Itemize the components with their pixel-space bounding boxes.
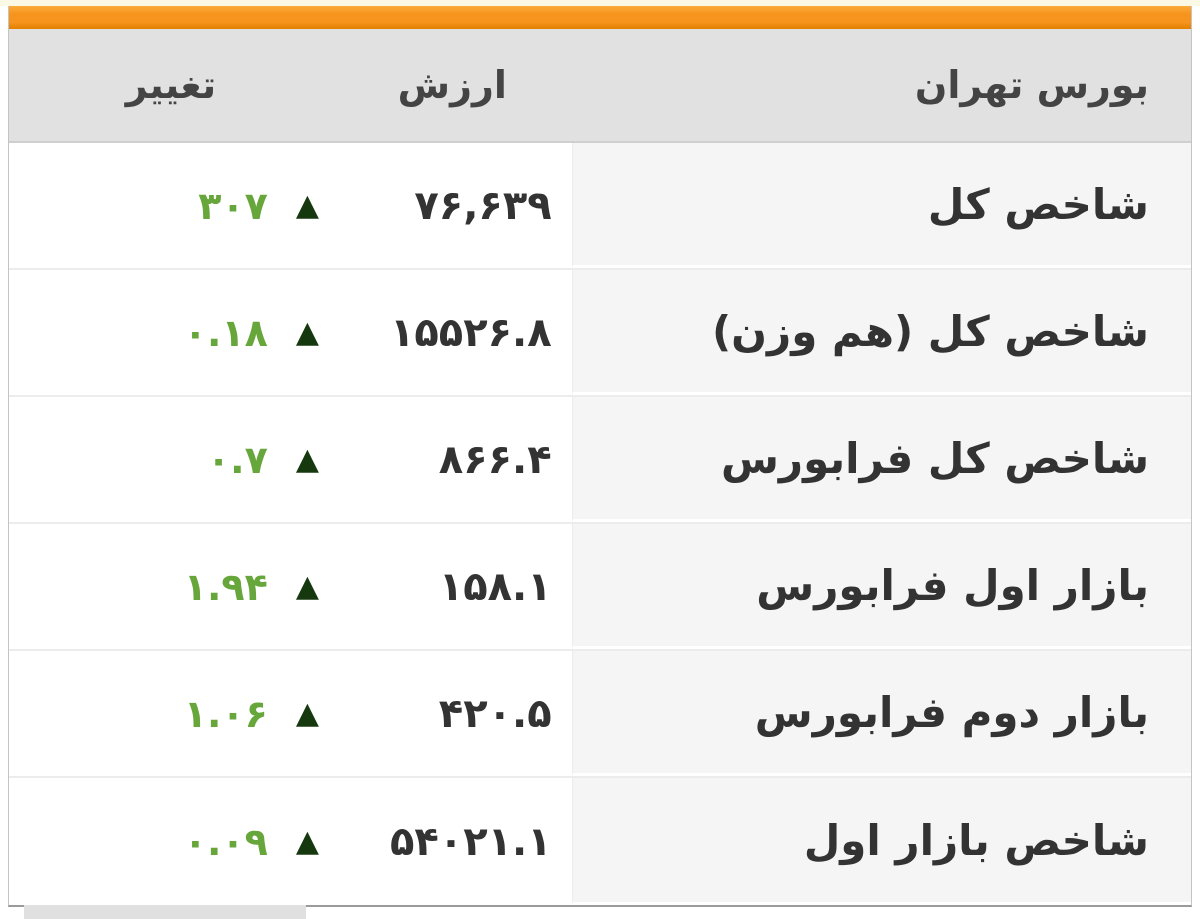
row-change: ۰.۷ ▲	[9, 397, 333, 522]
row-change: ۱.۰۶ ▲	[9, 651, 333, 776]
up-triangle-icon: ▲	[295, 441, 319, 477]
row-change: ۱.۹۴ ▲	[9, 524, 333, 649]
change-value: ۰.۷	[206, 437, 268, 482]
table-header-row: بورس تهران ارزش تغییر	[9, 29, 1191, 143]
tehran-bourse-widget: بورس تهران ارزش تغییر شاخص کل ۷۶,۶۳۹ ۳۰۷…	[8, 6, 1192, 907]
bottom-partial-element	[24, 905, 306, 919]
up-triangle-icon: ▲	[295, 568, 319, 604]
row-label: شاخص کل	[571, 143, 1191, 268]
row-change: ۰.۱۸ ▲	[9, 270, 333, 395]
change-value: ۱.۰۶	[183, 691, 268, 736]
change-value: ۰.۰۹	[183, 819, 268, 864]
row-value: ۵۴۰۲۱.۱	[389, 818, 552, 865]
row-label: شاخص بازار اول	[571, 778, 1191, 905]
up-triangle-icon: ▲	[295, 823, 319, 859]
row-value: ۴۲۰.۵	[438, 690, 552, 737]
change-value: ۱.۹۴	[183, 564, 268, 609]
up-triangle-icon: ▲	[295, 187, 319, 223]
row-value: ۱۵۵۲۶.۸	[389, 309, 552, 356]
up-triangle-icon: ▲	[295, 695, 319, 731]
column-header-value: ارزش	[397, 63, 507, 107]
table-row: بازار اول فرابورس ۱۵۸.۱ ۱.۹۴ ▲	[9, 524, 1191, 651]
top-cream-strip	[0, 0, 1200, 6]
table-row: شاخص کل فرابورس ۸۶۶.۴ ۰.۷ ▲	[9, 397, 1191, 524]
row-label: بازار اول فرابورس	[571, 524, 1191, 649]
row-value: ۸۶۶.۴	[438, 436, 552, 483]
orange-accent-bar	[9, 6, 1191, 29]
row-label: بازار دوم فرابورس	[571, 651, 1191, 776]
change-value: ۳۰۷	[198, 183, 268, 228]
row-change: ۰.۰۹ ▲	[9, 778, 333, 905]
change-value: ۰.۱۸	[183, 310, 268, 355]
table-row: شاخص کل ۷۶,۶۳۹ ۳۰۷ ▲	[9, 143, 1191, 270]
column-header-change: تغییر	[125, 63, 217, 107]
column-header-market: بورس تهران	[914, 63, 1149, 107]
row-change: ۳۰۷ ▲	[9, 143, 333, 268]
row-value: ۱۵۸.۱	[438, 563, 552, 610]
row-label: شاخص کل (هم وزن)	[571, 270, 1191, 395]
up-triangle-icon: ▲	[295, 314, 319, 350]
table-row: شاخص کل (هم وزن) ۱۵۵۲۶.۸ ۰.۱۸ ▲	[9, 270, 1191, 397]
row-value: ۷۶,۶۳۹	[414, 182, 552, 229]
table-row: بازار دوم فرابورس ۴۲۰.۵ ۱.۰۶ ▲	[9, 651, 1191, 778]
row-label: شاخص کل فرابورس	[571, 397, 1191, 522]
table-row: شاخص بازار اول ۵۴۰۲۱.۱ ۰.۰۹ ▲	[9, 778, 1191, 905]
